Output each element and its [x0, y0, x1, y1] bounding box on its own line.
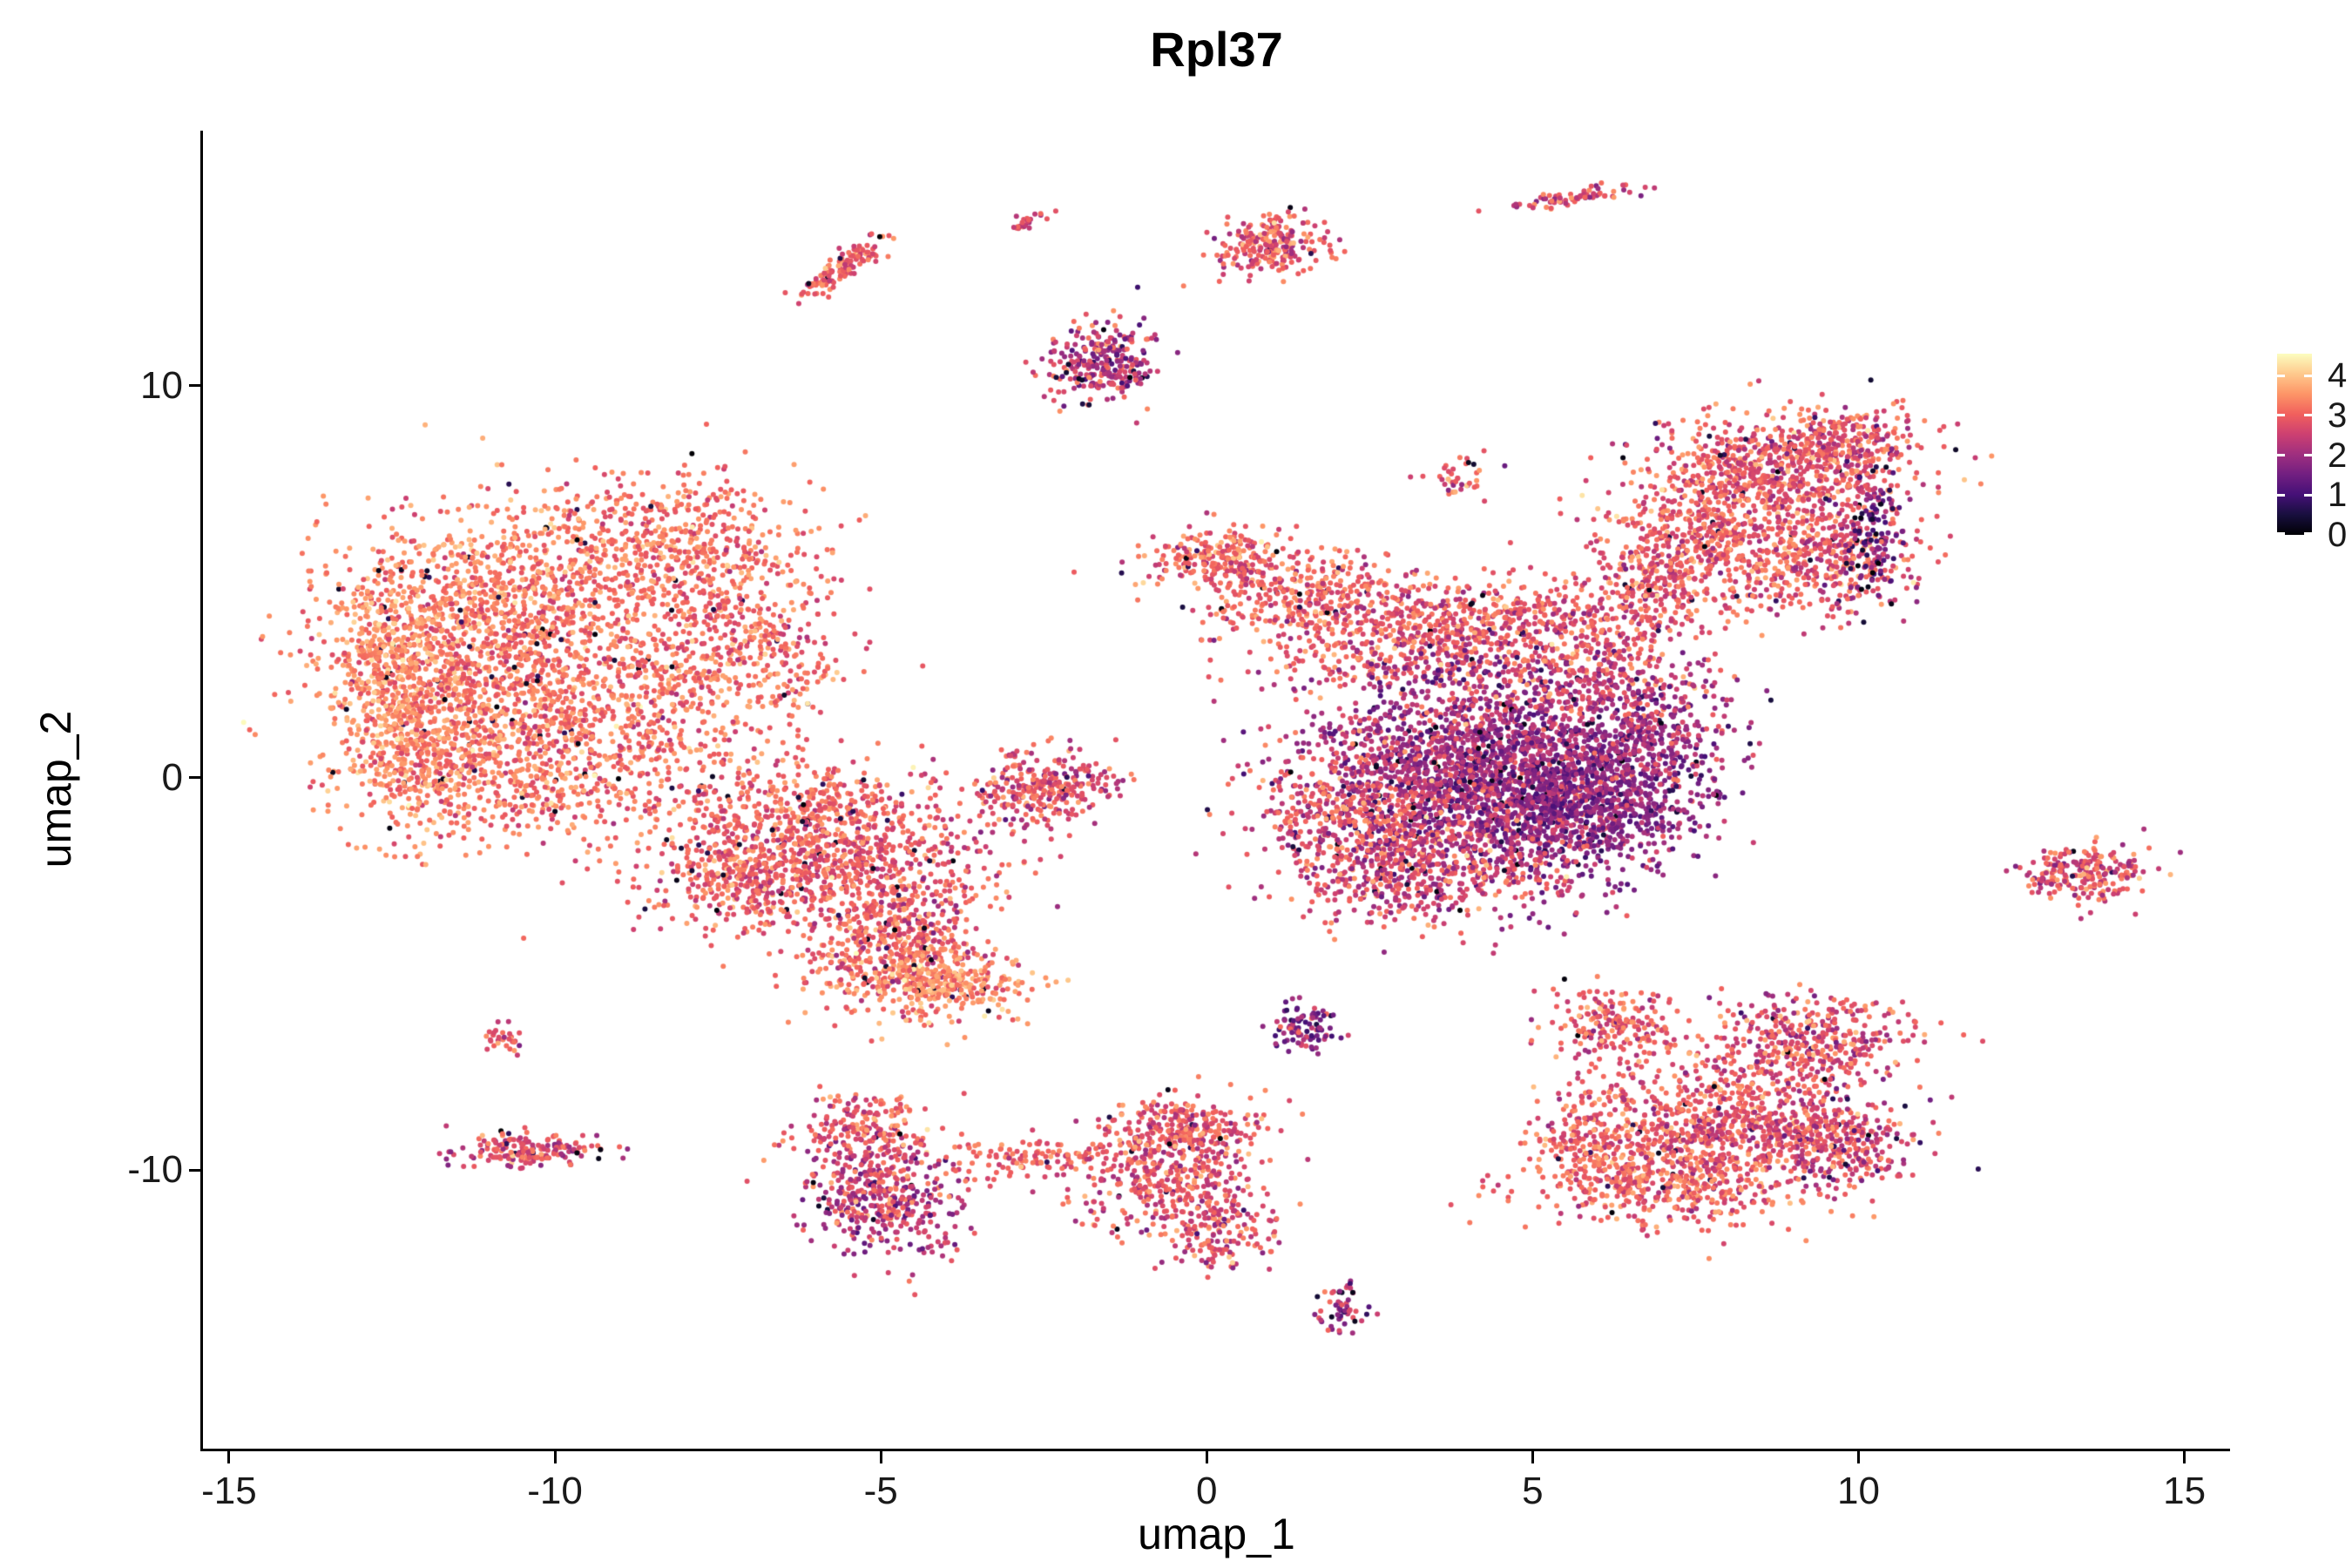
colorbar-tick-label: 2 — [2328, 436, 2348, 475]
x-tick-mark — [1531, 1451, 1534, 1463]
colorbar-tick-mark — [2304, 454, 2312, 457]
scatter-canvas — [203, 131, 2230, 1449]
colorbar-tick-label: 1 — [2328, 476, 2348, 515]
colorbar-tick-mark — [2304, 493, 2312, 497]
y-tick-mark — [189, 1168, 201, 1172]
x-tick-mark — [879, 1451, 882, 1463]
x-tick-label: -10 — [527, 1470, 583, 1512]
plot-panel — [200, 131, 2230, 1451]
colorbar-tick-mark — [2277, 374, 2285, 377]
x-tick-label: 15 — [2163, 1470, 2207, 1512]
colorbar-tick-mark — [2277, 454, 2285, 457]
colorbar-tick-mark — [2277, 493, 2285, 497]
y-tick-label: -10 — [127, 1148, 183, 1192]
y-tick-mark — [189, 384, 201, 388]
x-tick-mark — [1857, 1451, 1860, 1463]
x-axis-label: umap_1 — [1138, 1510, 1295, 1558]
x-tick-label: 10 — [1837, 1470, 1880, 1512]
colorbar-tick-mark — [2304, 414, 2312, 417]
colorbar-tick-mark — [2277, 414, 2285, 417]
x-tick-mark — [227, 1451, 231, 1463]
y-tick-label: 0 — [161, 755, 183, 799]
x-tick-label: 5 — [1522, 1470, 1544, 1512]
colorbar-tick-label: 3 — [2328, 395, 2348, 435]
x-tick-mark — [2183, 1451, 2186, 1463]
y-tick-mark — [189, 776, 201, 780]
y-tick-label: 10 — [140, 363, 183, 407]
colorbar-tick-mark — [2304, 374, 2312, 377]
x-tick-mark — [553, 1451, 557, 1463]
x-tick-mark — [1205, 1451, 1208, 1463]
colorbar-tick-label: 4 — [2328, 356, 2348, 395]
x-tick-label: 0 — [1196, 1470, 1218, 1512]
colorbar-tick-label: 0 — [2328, 516, 2348, 554]
x-tick-label: -15 — [201, 1470, 257, 1512]
x-tick-label: -5 — [863, 1470, 898, 1512]
plot-title: Rpl37 — [1150, 22, 1283, 77]
colorbar-tick-mark — [2277, 532, 2285, 535]
colorbar-tick-mark — [2304, 532, 2312, 535]
colorbar-gradient — [2277, 354, 2312, 535]
